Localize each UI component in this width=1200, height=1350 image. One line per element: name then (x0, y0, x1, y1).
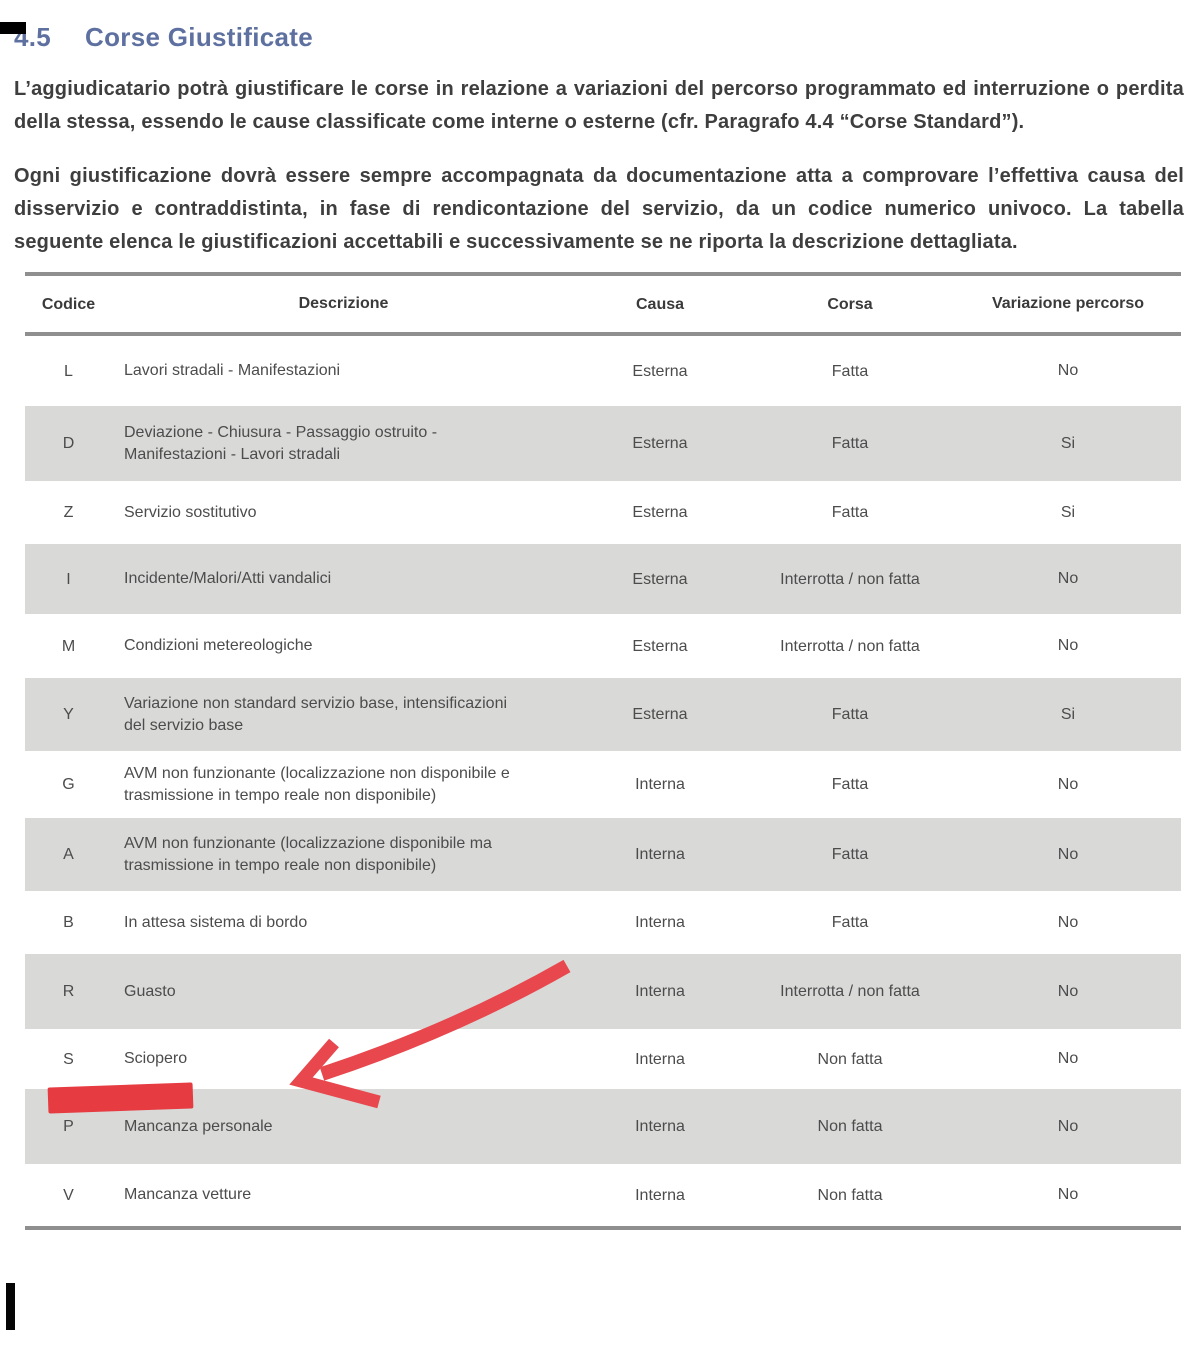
cell-causa: Esterna (632, 435, 688, 452)
cell-causa: Esterna (632, 504, 688, 521)
section-heading: 4.5 Corse Giustificate (14, 22, 1200, 53)
cell-codice: B (63, 914, 74, 931)
cell-corsa: Non fatta (817, 1118, 883, 1135)
table-row: A AVM non funzionante (localizzazione di… (25, 818, 1181, 891)
justifications-table: Codice Descrizione Causa Corsa Variazion… (25, 272, 1181, 1230)
cell-descrizione: Deviazione - Chiusura - Passaggio ostrui… (124, 423, 438, 463)
cell-corsa: Fatta (831, 706, 869, 723)
cell-variazione-percorso: No (1057, 637, 1079, 654)
cell-codice: I (66, 570, 71, 588)
cell-descrizione: AVM non funzionante (localizzazione non … (124, 764, 510, 804)
table-row: D Deviazione - Chiusura - Passaggio ostr… (25, 406, 1181, 481)
cell-causa: Interna (635, 1050, 685, 1068)
table-row: B In attesa sistema di bordo Interna Fat… (25, 891, 1181, 954)
table-row: V Mancanza vetture Interna Non fatta No (25, 1164, 1181, 1226)
cell-codice: D (62, 435, 75, 452)
table-header-row: Codice Descrizione Causa Corsa Variazion… (25, 272, 1181, 336)
cell-causa: Interna (635, 1186, 685, 1204)
cell-codice: Y (63, 706, 74, 723)
cell-corsa: Non fatta (817, 1050, 883, 1068)
cell-descrizione: Variazione non standard servizio base, i… (124, 694, 508, 734)
cell-causa: Interna (635, 846, 685, 863)
cell-codice: M (61, 637, 76, 655)
cell-variazione-percorso: No (1057, 845, 1079, 863)
cell-corsa: Fatta (831, 846, 869, 863)
table-row: Z Servizio sostitutivo Esterna Fatta Si (25, 481, 1181, 544)
cell-corsa: Interrotta / non fatta (780, 570, 920, 588)
cell-descrizione: Incidente/Malori/Atti vandalici (124, 570, 332, 587)
cell-descrizione: Sciopero (124, 1050, 188, 1067)
cell-variazione-percorso: No (1057, 1186, 1079, 1203)
cell-descrizione: AVM non funzionante (localizzazione disp… (124, 834, 492, 874)
cell-corsa: Fatta (831, 504, 869, 521)
cell-corsa: Fatta (831, 435, 869, 452)
table-row: Y Variazione non standard servizio base,… (25, 678, 1181, 751)
cell-descrizione: Lavori stradali - Manifestazioni (124, 362, 341, 379)
cell-corsa: Fatta (831, 914, 869, 931)
table-row: R Guasto Interna Interrotta / non fatta … (25, 954, 1181, 1029)
cell-variazione-percorso: No (1057, 775, 1079, 793)
cell-causa: Esterna (632, 570, 688, 588)
section-title: Corse Giustificate (85, 22, 313, 52)
cell-causa: Interna (635, 776, 685, 793)
cell-variazione-percorso: Si (1060, 705, 1076, 723)
scan-artifact-top-left (0, 22, 26, 34)
paragraph-justifications: Ogni giustificazione dovrà essere sempre… (14, 165, 1184, 253)
cell-codice: A (63, 846, 74, 863)
cell-codice: L (64, 362, 73, 380)
cell-codice: Z (63, 504, 74, 521)
table-row: M Condizioni metereologiche Esterna Inte… (25, 614, 1181, 678)
table-row: L Lavori stradali - Manifestazioni Ester… (25, 336, 1181, 406)
cell-causa: Interna (635, 914, 685, 931)
cell-variazione-percorso: No (1057, 570, 1079, 587)
cell-variazione-percorso: No (1057, 1117, 1079, 1135)
cell-variazione-percorso: No (1057, 982, 1079, 1000)
column-header-causa: Causa (635, 295, 685, 313)
column-header-codice: Codice (41, 295, 96, 313)
paragraph-intro: L’aggiudicatario potrà giustificare le c… (14, 78, 1184, 133)
column-header-descrizione: Descrizione (298, 295, 389, 312)
cell-codice: S (63, 1050, 74, 1068)
cell-variazione-percorso: No (1057, 362, 1079, 379)
cell-codice: G (62, 776, 75, 793)
cell-causa: Interna (635, 983, 685, 1000)
table-body: L Lavori stradali - Manifestazioni Ester… (25, 336, 1181, 1226)
cell-variazione-percorso: No (1057, 1050, 1079, 1067)
cell-codice: R (62, 983, 75, 1000)
cell-codice: P (63, 1118, 74, 1135)
table-row: G AVM non funzionante (localizzazione no… (25, 751, 1181, 818)
cell-corsa: Interrotta / non fatta (780, 983, 920, 1000)
cell-corsa: Fatta (831, 362, 869, 380)
cell-variazione-percorso: Si (1060, 434, 1076, 452)
cell-corsa: Fatta (831, 776, 869, 793)
cell-causa: Esterna (632, 706, 688, 723)
cell-causa: Esterna (632, 362, 688, 380)
cell-descrizione: Guasto (124, 982, 176, 1000)
cell-descrizione: Servizio sostitutivo (124, 503, 257, 521)
cell-descrizione: Mancanza personale (124, 1117, 273, 1135)
cell-descrizione: Mancanza vetture (124, 1186, 252, 1203)
table-row: S Sciopero Interna Non fatta No (25, 1029, 1181, 1089)
cell-corsa: Interrotta / non fatta (780, 637, 920, 655)
cell-codice: V (63, 1186, 74, 1204)
column-header-variazione-percorso: Variazione percorso (991, 295, 1145, 312)
column-header-corsa: Corsa (827, 295, 873, 313)
table-row: P Mancanza personale Interna Non fatta N… (25, 1089, 1181, 1164)
cell-descrizione: Condizioni metereologiche (124, 637, 313, 654)
cell-causa: Interna (635, 1118, 685, 1135)
cell-causa: Esterna (632, 637, 688, 655)
cell-descrizione: In attesa sistema di bordo (124, 913, 308, 931)
cell-corsa: Non fatta (817, 1186, 883, 1204)
text-cursor-artifact (6, 1283, 15, 1330)
table-row: I Incidente/Malori/Atti vandalici Estern… (25, 544, 1181, 614)
cell-variazione-percorso: Si (1060, 503, 1076, 521)
cell-variazione-percorso: No (1057, 913, 1079, 931)
